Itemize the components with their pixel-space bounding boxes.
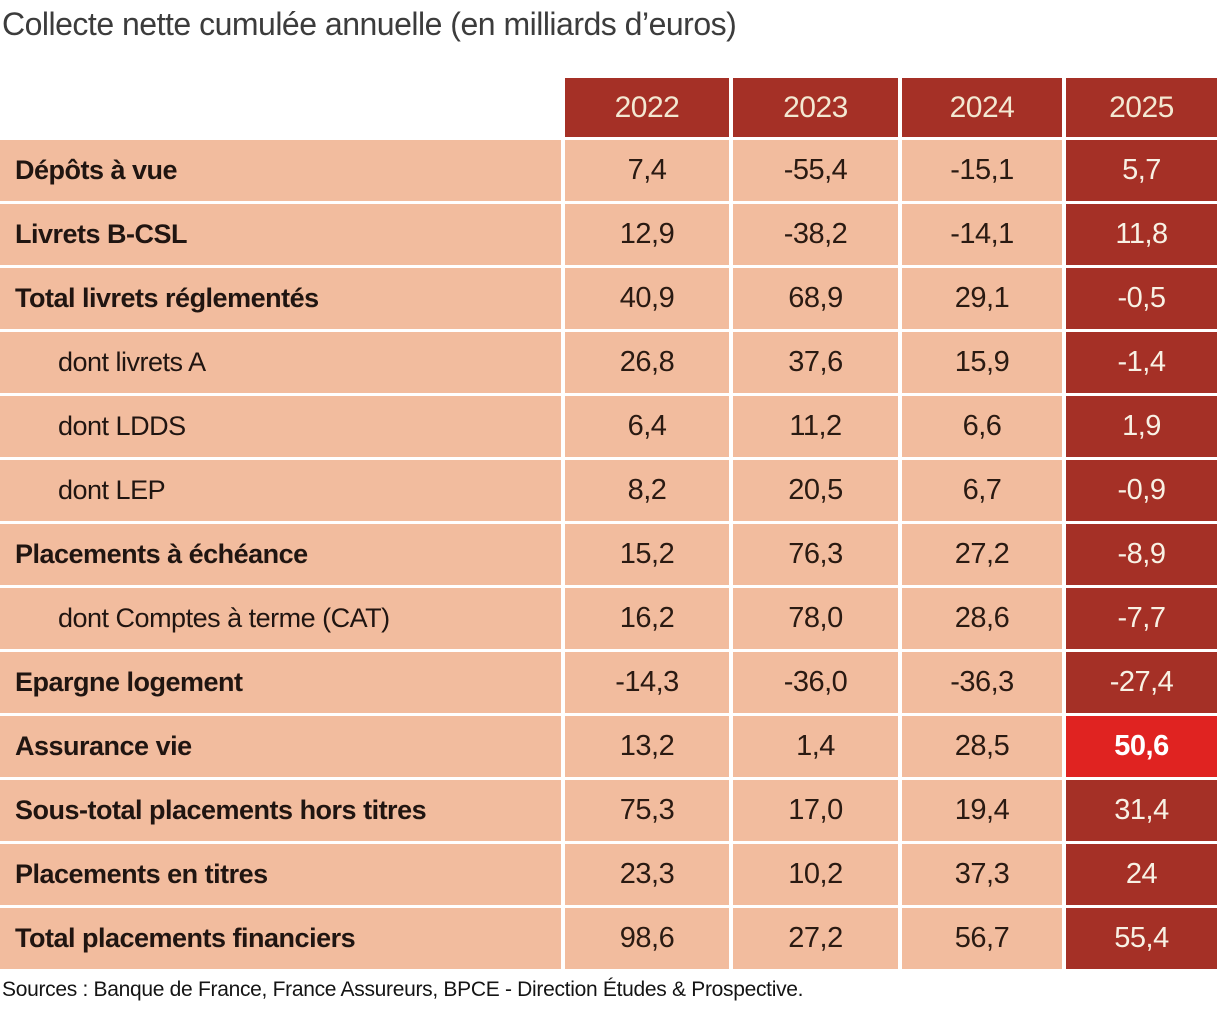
column-header-2024: 2024: [902, 78, 1062, 137]
row-label: Placements à échéance: [0, 524, 561, 585]
value-cell: -15,1: [902, 140, 1062, 201]
value-cell: 27,2: [902, 524, 1062, 585]
value-cell: 6,7: [902, 460, 1062, 521]
value-cell: -0,5: [1066, 268, 1217, 329]
row-label: Total placements financiers: [0, 908, 561, 969]
row-label: Dépôts à vue: [0, 140, 561, 201]
row-label: Epargne logement: [0, 652, 561, 713]
value-cell: 68,9: [733, 268, 898, 329]
value-cell: 17,0: [733, 780, 898, 841]
row-label: dont LEP: [0, 460, 561, 521]
column-header-2023: 2023: [733, 78, 898, 137]
row-label: Livrets B-CSL: [0, 204, 561, 265]
row-label: dont LDDS: [0, 396, 561, 457]
value-cell: 7,4: [565, 140, 729, 201]
value-cell: -0,9: [1066, 460, 1217, 521]
value-cell: 12,9: [565, 204, 729, 265]
value-cell: 37,6: [733, 332, 898, 393]
value-cell: -7,7: [1066, 588, 1217, 649]
value-cell: 10,2: [733, 844, 898, 905]
value-cell: 6,6: [902, 396, 1062, 457]
value-cell: -8,9: [1066, 524, 1217, 585]
value-cell: 37,3: [902, 844, 1062, 905]
value-cell: 78,0: [733, 588, 898, 649]
value-cell: 20,5: [733, 460, 898, 521]
data-table: 2022 2023 2024 2025 Dépôts à vue 7,4 -55,4…: [0, 78, 1217, 969]
value-cell: 11,8: [1066, 204, 1217, 265]
value-cell: -36,0: [733, 652, 898, 713]
value-cell: 27,2: [733, 908, 898, 969]
value-cell: 29,1: [902, 268, 1062, 329]
value-cell: 50,6: [1066, 716, 1217, 777]
value-cell: -27,4: [1066, 652, 1217, 713]
value-cell: 19,4: [902, 780, 1062, 841]
value-cell: 8,2: [565, 460, 729, 521]
value-cell: 6,4: [565, 396, 729, 457]
value-cell: 98,6: [565, 908, 729, 969]
value-cell: -55,4: [733, 140, 898, 201]
row-label: Assurance vie: [0, 716, 561, 777]
page-title: Collecte nette cumulée annuelle (en mill…: [2, 6, 737, 42]
column-header-2022: 2022: [565, 78, 729, 137]
row-label: dont livrets A: [0, 332, 561, 393]
value-cell: -36,3: [902, 652, 1062, 713]
value-cell: 16,2: [565, 588, 729, 649]
value-cell: 28,6: [902, 588, 1062, 649]
value-cell: 26,8: [565, 332, 729, 393]
value-cell: 31,4: [1066, 780, 1217, 841]
row-label: Total livrets réglementés: [0, 268, 561, 329]
value-cell: 56,7: [902, 908, 1062, 969]
value-cell: 15,9: [902, 332, 1062, 393]
corner-cell: [0, 78, 561, 137]
value-cell: 75,3: [565, 780, 729, 841]
value-cell: 1,4: [733, 716, 898, 777]
value-cell: -14,3: [565, 652, 729, 713]
value-cell: 1,9: [1066, 396, 1217, 457]
value-cell: 13,2: [565, 716, 729, 777]
value-cell: 15,2: [565, 524, 729, 585]
value-cell: 55,4: [1066, 908, 1217, 969]
value-cell: 28,5: [902, 716, 1062, 777]
value-cell: 24: [1066, 844, 1217, 905]
value-cell: 76,3: [733, 524, 898, 585]
value-cell: -14,1: [902, 204, 1062, 265]
value-cell: 5,7: [1066, 140, 1217, 201]
value-cell: 23,3: [565, 844, 729, 905]
row-label: dont Comptes à terme (CAT): [0, 588, 561, 649]
column-header-2025: 2025: [1066, 78, 1217, 137]
value-cell: 40,9: [565, 268, 729, 329]
row-label: Sous-total placements hors titres: [0, 780, 561, 841]
value-cell: 11,2: [733, 396, 898, 457]
row-label: Placements en titres: [0, 844, 561, 905]
value-cell: -38,2: [733, 204, 898, 265]
value-cell: -1,4: [1066, 332, 1217, 393]
source-note: Sources : Banque de France, France Assur…: [2, 978, 804, 1001]
